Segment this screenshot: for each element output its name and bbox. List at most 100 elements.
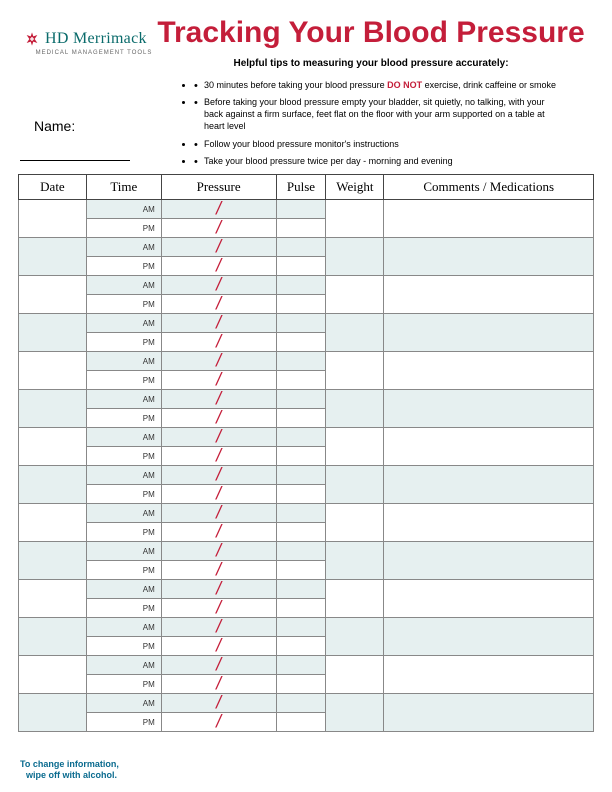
time-pm-cell[interactable]: PM — [86, 257, 161, 276]
pressure-cell[interactable]: / — [161, 542, 276, 561]
time-pm-cell[interactable]: PM — [86, 599, 161, 618]
date-cell[interactable] — [19, 352, 87, 390]
comments-cell[interactable] — [384, 314, 594, 352]
pressure-cell[interactable]: / — [161, 257, 276, 276]
weight-cell[interactable] — [326, 428, 384, 466]
pulse-cell[interactable] — [276, 580, 326, 599]
comments-cell[interactable] — [384, 428, 594, 466]
time-pm-cell[interactable]: PM — [86, 637, 161, 656]
pressure-cell[interactable]: / — [161, 219, 276, 238]
pressure-cell[interactable]: / — [161, 276, 276, 295]
pressure-cell[interactable]: / — [161, 656, 276, 675]
pressure-cell[interactable]: / — [161, 713, 276, 732]
pulse-cell[interactable] — [276, 599, 326, 618]
comments-cell[interactable] — [384, 238, 594, 276]
pulse-cell[interactable] — [276, 276, 326, 295]
name-input-line[interactable] — [20, 160, 130, 161]
pulse-cell[interactable] — [276, 637, 326, 656]
pressure-cell[interactable]: / — [161, 352, 276, 371]
weight-cell[interactable] — [326, 504, 384, 542]
weight-cell[interactable] — [326, 352, 384, 390]
time-am-cell[interactable]: AM — [86, 276, 161, 295]
pressure-cell[interactable]: / — [161, 504, 276, 523]
comments-cell[interactable] — [384, 390, 594, 428]
time-am-cell[interactable]: AM — [86, 238, 161, 257]
pulse-cell[interactable] — [276, 219, 326, 238]
pressure-cell[interactable]: / — [161, 580, 276, 599]
comments-cell[interactable] — [384, 656, 594, 694]
time-pm-cell[interactable]: PM — [86, 409, 161, 428]
pulse-cell[interactable] — [276, 428, 326, 447]
comments-cell[interactable] — [384, 694, 594, 732]
date-cell[interactable] — [19, 200, 87, 238]
pulse-cell[interactable] — [276, 352, 326, 371]
time-am-cell[interactable]: AM — [86, 466, 161, 485]
comments-cell[interactable] — [384, 466, 594, 504]
pressure-cell[interactable]: / — [161, 390, 276, 409]
pressure-cell[interactable]: / — [161, 694, 276, 713]
time-pm-cell[interactable]: PM — [86, 523, 161, 542]
weight-cell[interactable] — [326, 618, 384, 656]
time-am-cell[interactable]: AM — [86, 428, 161, 447]
time-pm-cell[interactable]: PM — [86, 333, 161, 352]
pulse-cell[interactable] — [276, 713, 326, 732]
time-am-cell[interactable]: AM — [86, 390, 161, 409]
pressure-cell[interactable]: / — [161, 561, 276, 580]
pressure-cell[interactable]: / — [161, 599, 276, 618]
date-cell[interactable] — [19, 504, 87, 542]
date-cell[interactable] — [19, 618, 87, 656]
time-am-cell[interactable]: AM — [86, 618, 161, 637]
pulse-cell[interactable] — [276, 371, 326, 390]
date-cell[interactable] — [19, 314, 87, 352]
pulse-cell[interactable] — [276, 618, 326, 637]
time-am-cell[interactable]: AM — [86, 504, 161, 523]
pressure-cell[interactable]: / — [161, 238, 276, 257]
time-am-cell[interactable]: AM — [86, 352, 161, 371]
pulse-cell[interactable] — [276, 675, 326, 694]
pressure-cell[interactable]: / — [161, 447, 276, 466]
comments-cell[interactable] — [384, 276, 594, 314]
time-pm-cell[interactable]: PM — [86, 561, 161, 580]
time-am-cell[interactable]: AM — [86, 656, 161, 675]
pulse-cell[interactable] — [276, 694, 326, 713]
comments-cell[interactable] — [384, 200, 594, 238]
time-pm-cell[interactable]: PM — [86, 447, 161, 466]
pulse-cell[interactable] — [276, 257, 326, 276]
pulse-cell[interactable] — [276, 504, 326, 523]
date-cell[interactable] — [19, 466, 87, 504]
weight-cell[interactable] — [326, 276, 384, 314]
pressure-cell[interactable]: / — [161, 618, 276, 637]
pulse-cell[interactable] — [276, 390, 326, 409]
date-cell[interactable] — [19, 276, 87, 314]
pressure-cell[interactable]: / — [161, 485, 276, 504]
date-cell[interactable] — [19, 656, 87, 694]
pulse-cell[interactable] — [276, 656, 326, 675]
time-am-cell[interactable]: AM — [86, 200, 161, 219]
pressure-cell[interactable]: / — [161, 295, 276, 314]
weight-cell[interactable] — [326, 542, 384, 580]
pulse-cell[interactable] — [276, 314, 326, 333]
time-am-cell[interactable]: AM — [86, 542, 161, 561]
time-pm-cell[interactable]: PM — [86, 485, 161, 504]
comments-cell[interactable] — [384, 580, 594, 618]
pressure-cell[interactable]: / — [161, 466, 276, 485]
weight-cell[interactable] — [326, 466, 384, 504]
pressure-cell[interactable]: / — [161, 200, 276, 219]
comments-cell[interactable] — [384, 504, 594, 542]
pressure-cell[interactable]: / — [161, 523, 276, 542]
date-cell[interactable] — [19, 428, 87, 466]
weight-cell[interactable] — [326, 580, 384, 618]
date-cell[interactable] — [19, 542, 87, 580]
weight-cell[interactable] — [326, 694, 384, 732]
weight-cell[interactable] — [326, 238, 384, 276]
pulse-cell[interactable] — [276, 561, 326, 580]
time-am-cell[interactable]: AM — [86, 580, 161, 599]
time-am-cell[interactable]: AM — [86, 694, 161, 713]
pressure-cell[interactable]: / — [161, 409, 276, 428]
date-cell[interactable] — [19, 580, 87, 618]
pressure-cell[interactable]: / — [161, 675, 276, 694]
date-cell[interactable] — [19, 390, 87, 428]
comments-cell[interactable] — [384, 542, 594, 580]
time-pm-cell[interactable]: PM — [86, 713, 161, 732]
pressure-cell[interactable]: / — [161, 428, 276, 447]
